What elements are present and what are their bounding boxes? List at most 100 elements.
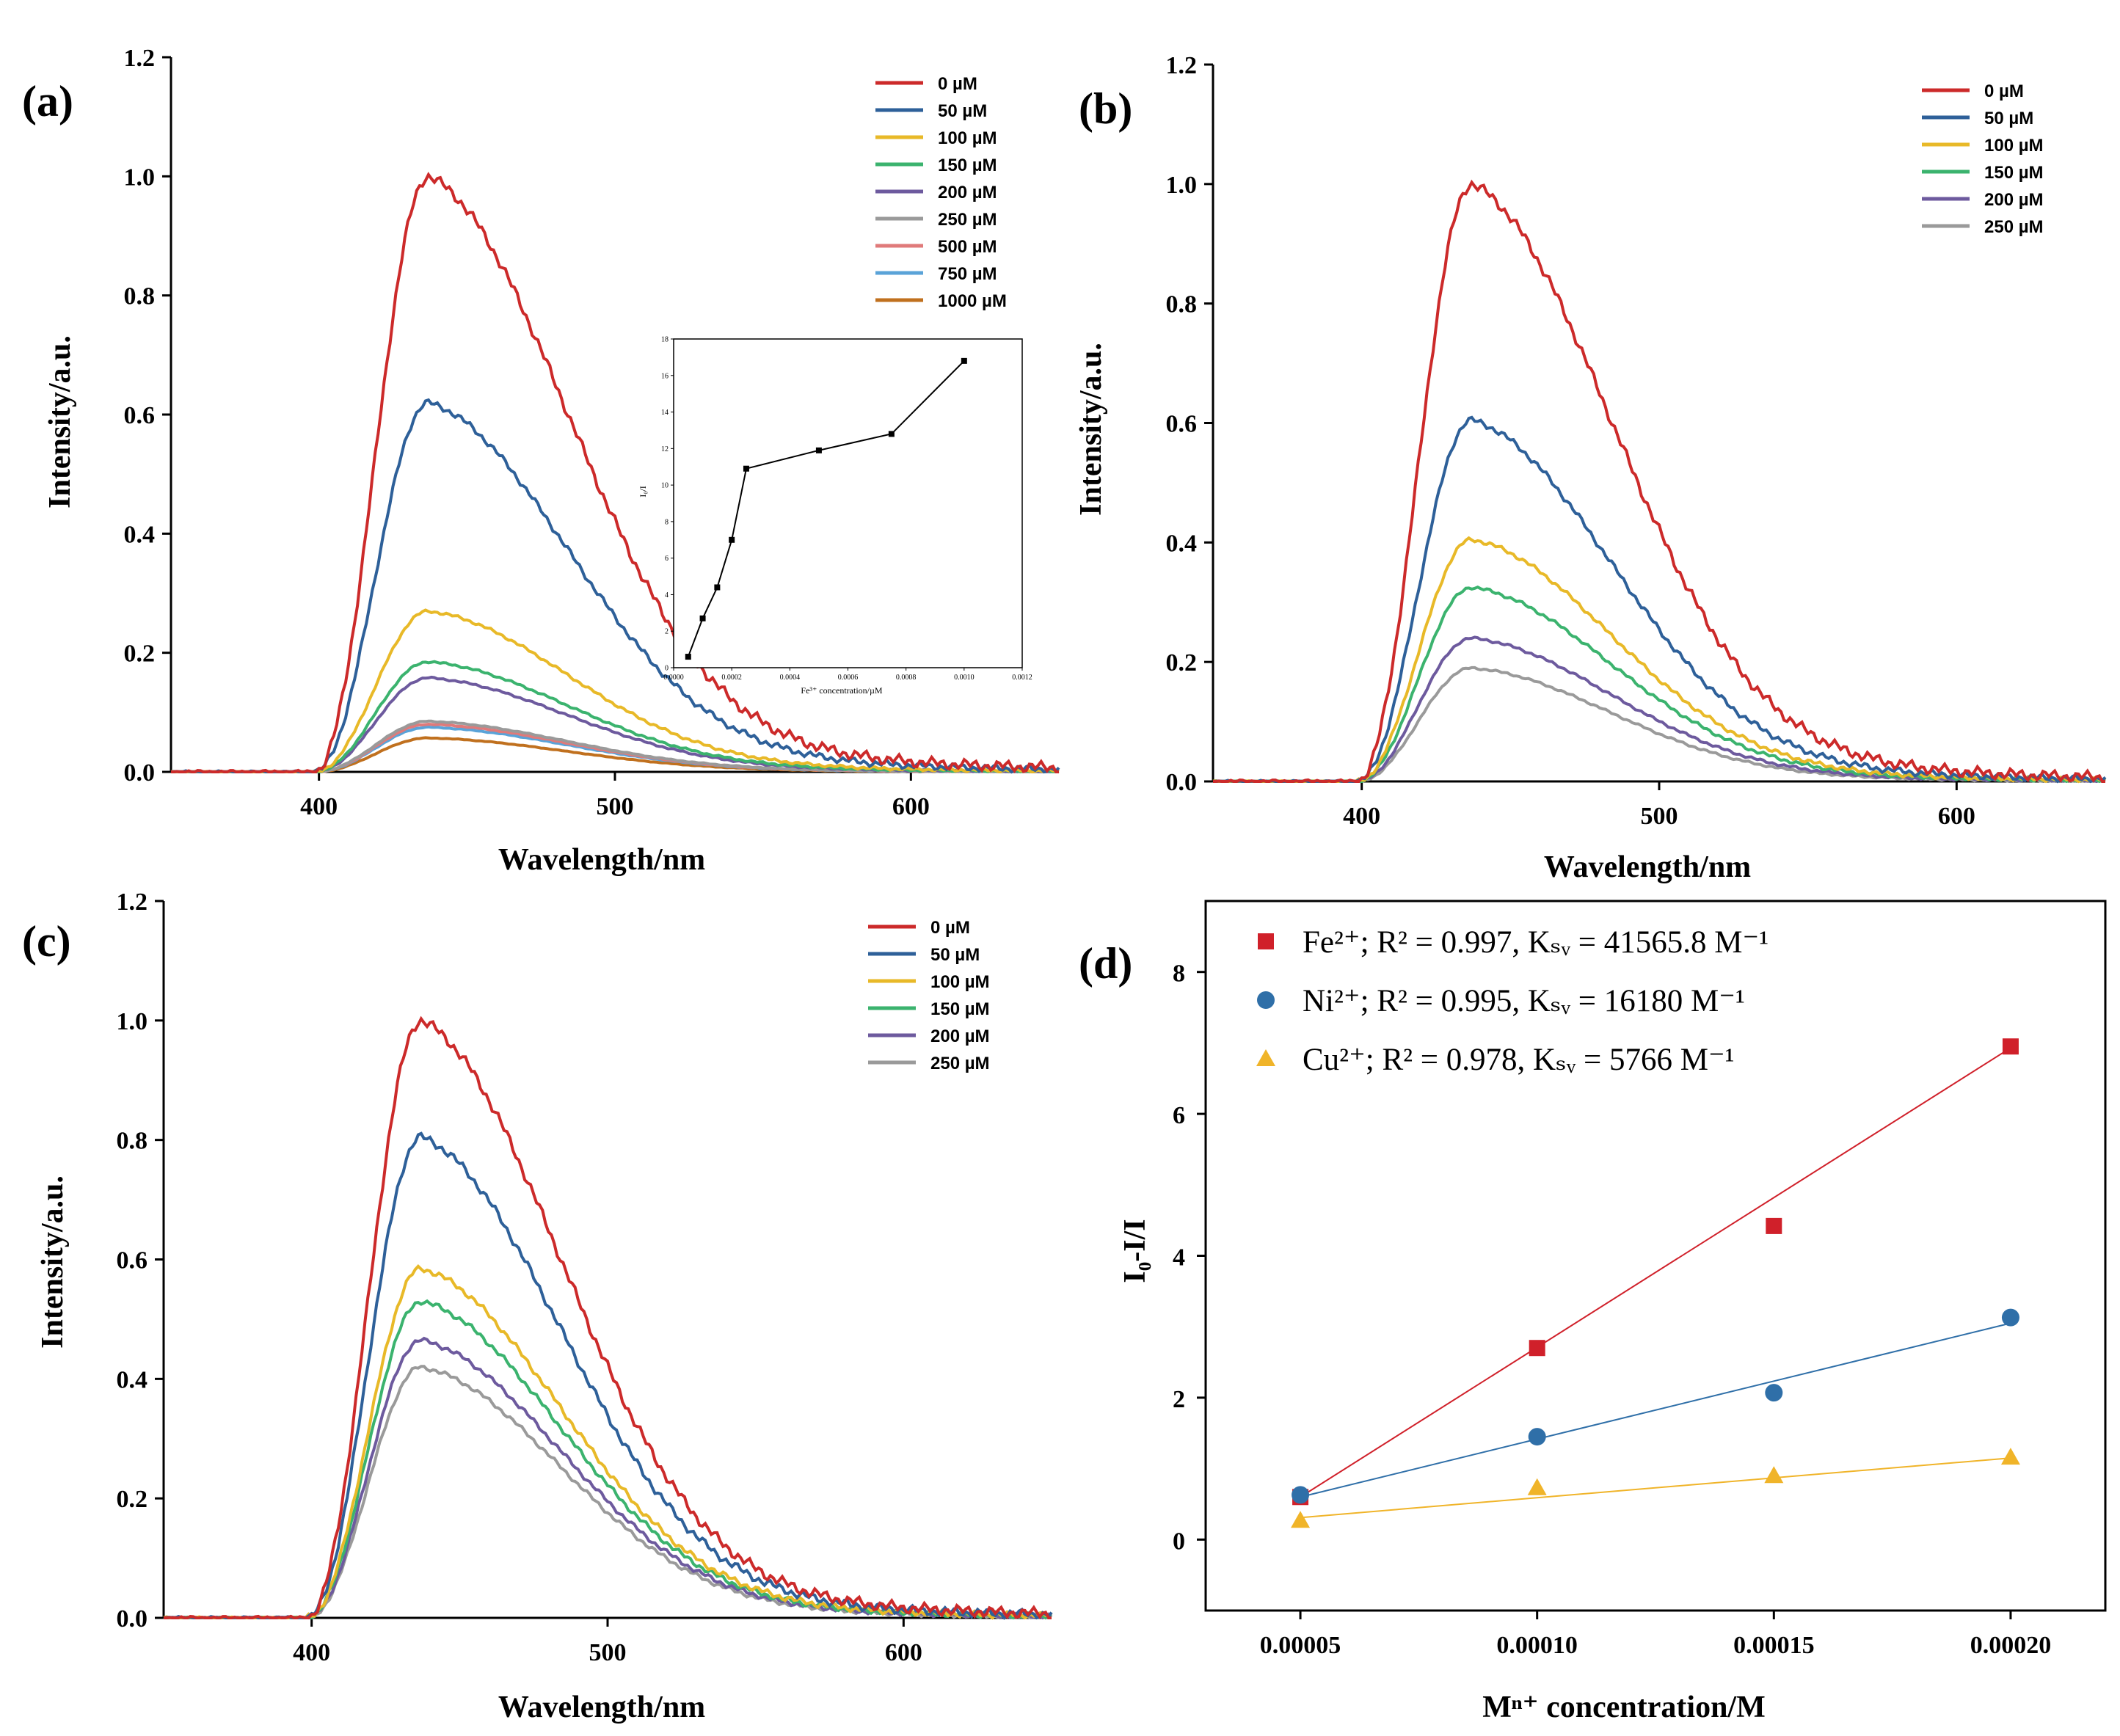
panel-c-ytick-label: 0.4: [117, 1366, 148, 1393]
inset-xtick-label: 0.0000: [663, 674, 684, 682]
panel-c-xtick-label: 500: [589, 1639, 627, 1666]
inset-frame: [673, 338, 1023, 668]
inset-ytick-label: 4: [665, 591, 669, 599]
panel-b-curve: [1213, 179, 2105, 784]
panel-c-xtick-label: 600: [885, 1639, 922, 1666]
inset-ytick-label: 8: [665, 518, 669, 526]
panel-a-ylabel: Intensity/a.u.: [43, 335, 77, 508]
panel-a-curve: [170, 660, 1060, 774]
panel-c-curve: [163, 1365, 1053, 1620]
panel-d-ytick-label: 0: [1173, 1528, 1185, 1555]
inset-xtick-label: 0.0012: [1012, 674, 1032, 682]
panel-b-curve: [1212, 415, 2107, 784]
panel-d-ytick-label: 4: [1173, 1244, 1185, 1272]
inset-ytick-label: 2: [665, 628, 669, 636]
panel-c-curve: [164, 1015, 1052, 1620]
panel-b-ytick-label: 0.4: [1166, 530, 1198, 557]
panel-d-xtick-label: 0.00010: [1496, 1632, 1578, 1659]
panel-c-xlabel: Wavelength/nm: [498, 1691, 705, 1724]
panel-d-point: [2000, 1448, 2020, 1465]
panel-c-legend-label: 200 µM: [930, 1026, 990, 1046]
panel-c: 0.0 0.2 0.4 0.6 0.8 1.0 1.2 400 500 600 0 µM 50 µM 1…: [117, 889, 1053, 1666]
panel-a-legend-label: 0 µM: [938, 74, 977, 94]
panel-a-curve: [170, 608, 1060, 774]
panel-a-ytick-label: 0.0: [124, 759, 156, 787]
panel-b-xtick-label: 500: [1641, 803, 1678, 830]
panel-d-fit-line: [1300, 1047, 2011, 1498]
panel-d-xlabel: Mⁿ⁺ concentration/M: [1482, 1691, 1766, 1724]
panel-a-ytick-label: 0.6: [124, 402, 156, 429]
panel-c-legend-label: 250 µM: [930, 1054, 990, 1073]
panel-c-ytick-label: 0.2: [117, 1486, 148, 1513]
panel-b-ytick-label: 0.8: [1166, 291, 1198, 318]
panel-c-curve: [163, 1299, 1052, 1620]
panel-a-legend-label: 250 µM: [938, 210, 997, 230]
panel-a-xtick-label: 600: [892, 793, 930, 820]
panel-b-legend-label: 200 µM: [1984, 190, 2044, 210]
panel-a-xtick-label: 400: [300, 793, 338, 820]
inset-point: [714, 584, 721, 591]
inset-point: [815, 447, 822, 453]
panel-d-xtick-label: 0.00020: [1970, 1632, 2052, 1659]
panel-c-ytick-label: 1.0: [117, 1008, 148, 1035]
plot-layer: 0.0 0.2 0.4 0.6 0.8 1.0 1.2 400 500 600 0 µM 50 µM 1…: [117, 45, 2107, 1666]
inset-ytick-label: 6: [665, 555, 669, 563]
panel-b-curve: [1212, 536, 2106, 784]
panel-b-legend-label: 150 µM: [1984, 163, 2044, 183]
panel-a-legend-label: 500 µM: [938, 237, 997, 257]
panel-b-curve: [1212, 635, 2106, 784]
panel-b: 0.0 0.2 0.4 0.6 0.8 1.0 1.2 400 500 600 0 µM 50 µM 1…: [1166, 52, 2107, 830]
panel-letter-a: (a): [22, 77, 73, 125]
panel-d-ytick-label: 8: [1173, 960, 1185, 988]
panel-a-legend-label: 150 µM: [938, 156, 997, 175]
inset-chart: 0 2 4 6 8 10 12 14 16 18 0.0000 0.0002 0.0004 0.0006 0…: [661, 336, 1032, 682]
panel-d-point: [1529, 1340, 1545, 1357]
inset-point: [685, 654, 691, 660]
panel-a-ytick-label: 1.0: [124, 164, 156, 191]
panel-c-ytick-label: 1.2: [117, 889, 148, 916]
inset-ytick-label: 18: [661, 336, 669, 344]
panel-a-xtick-label: 500: [597, 793, 634, 820]
panel-d-ytick-label: 2: [1173, 1386, 1185, 1413]
panel-c-legend-label: 150 µM: [930, 999, 990, 1019]
inset-xtick-label: 0.0008: [896, 674, 917, 682]
inset-xlabel: Fe³⁺ concentration/µM: [801, 685, 882, 696]
inset-ytick-label: 14: [661, 409, 669, 417]
panel-c-legend-label: 100 µM: [930, 972, 990, 992]
panel-a-ytick-label: 0.2: [124, 641, 156, 668]
panel-a-xlabel: Wavelength/nm: [498, 843, 705, 877]
panel-d-point: [2002, 1038, 2019, 1055]
panel-b-ytick-label: 0.0: [1166, 769, 1198, 796]
panel-b-curve: [1212, 586, 2106, 784]
panel-d-fit-line: [1300, 1457, 2011, 1519]
panel-a-curve: [171, 172, 1059, 774]
panel-d-point: [1765, 1384, 1783, 1402]
panel-letter-b: (b): [1079, 84, 1132, 133]
panel-d-legend-label: Fe²⁺; R² = 0.997, Kₛᵥ = 41565.8 M⁻¹: [1303, 925, 1769, 960]
panel-d-point: [1766, 1217, 1782, 1234]
panel-c-ytick-label: 0.0: [117, 1605, 148, 1633]
panel-d-legend-marker: [1256, 1049, 1275, 1066]
panel-d-xtick-label: 0.00015: [1733, 1632, 1815, 1659]
panel-b-ytick-label: 1.0: [1166, 172, 1198, 199]
panel-letter-c: (c): [22, 917, 71, 966]
panel-a-legend-label: 50 µM: [938, 101, 987, 121]
panel-a-legend-label: 100 µM: [938, 128, 997, 148]
inset-point: [699, 615, 706, 621]
panel-a-legend-label: 200 µM: [938, 183, 997, 203]
inset-point: [961, 357, 967, 364]
panel-b-legend-label: 50 µM: [1984, 109, 2033, 128]
panel-b-xtick-label: 600: [1938, 803, 1975, 830]
panel-a: 0.0 0.2 0.4 0.6 0.8 1.0 1.2 400 500 600 0 µM 50 µM 1…: [124, 45, 1060, 820]
panel-c-curve: [163, 1263, 1053, 1620]
panel-b-legend-label: 0 µM: [1984, 81, 2024, 101]
panel-b-legend-label: 100 µM: [1984, 136, 2044, 156]
panel-c-curve: [163, 1336, 1052, 1620]
inset-point: [729, 536, 735, 543]
inset-ytick-label: 10: [661, 482, 669, 490]
panel-c-ylabel: Intensity/a.u.: [36, 1175, 70, 1349]
panel-d-legend-label: Cu²⁺; R² = 0.978, Kₛᵥ = 5766 M⁻¹: [1303, 1043, 1735, 1077]
inset-ytick-label: 12: [661, 445, 669, 453]
inset-xtick-label: 0.0010: [954, 674, 975, 682]
